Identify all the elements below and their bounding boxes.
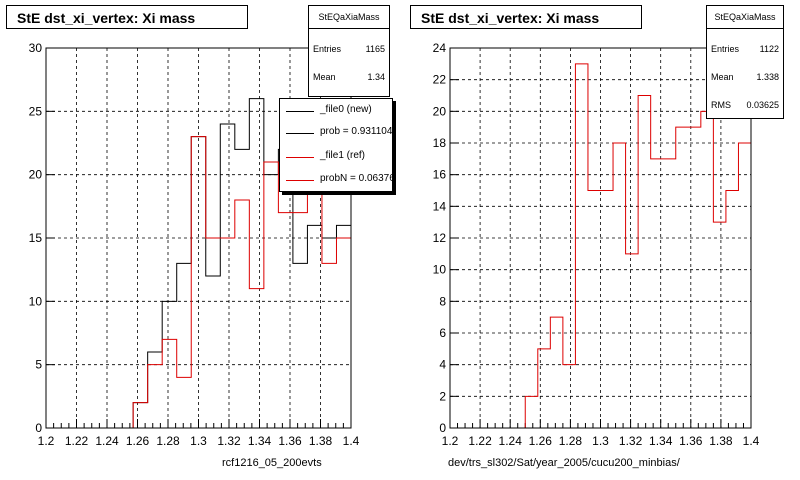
stats-key: RMS: [711, 100, 731, 110]
right-histogram-panel: StE dst_xi_vertex: Xi mass 1.2 1.22 1.24 1.…: [400, 0, 800, 480]
stats-value: 1.338: [756, 72, 779, 82]
stats-title: StEQaXiaMass: [309, 6, 389, 29]
legend-swatch: [286, 157, 314, 158]
stats-value: 1.34: [367, 72, 385, 82]
tick-label-y: 0: [439, 421, 446, 435]
legend-label: _file1 (ref): [320, 150, 366, 161]
stats-value: 1165: [365, 44, 385, 54]
stats-key: Entries: [711, 44, 740, 54]
tick-label-x: 1.34: [248, 434, 272, 448]
tick-label-x: 1.2: [442, 434, 459, 448]
stats-box: StEQaXiaMass Entries 1122 Mean 1.338 RMS…: [706, 5, 784, 119]
tick-label-y: 20: [29, 168, 43, 182]
tick-label-y: 4: [439, 358, 446, 372]
tick-label-x: 1.38: [309, 434, 333, 448]
tick-label-x: 1.3: [592, 434, 609, 448]
tick-label-y: 5: [35, 358, 42, 372]
tick-label-y: 2: [439, 389, 446, 403]
tick-label-y: 22: [433, 73, 447, 87]
legend: _file0 (new) prob = 0.931104 _file1 (ref…: [279, 98, 393, 192]
stats-row-mean: Mean 1.34: [313, 72, 385, 84]
stats-row-entries: Entries 1165: [313, 44, 385, 56]
tick-label-y: 25: [29, 104, 43, 118]
stats-row-entries: Entries 1122: [711, 44, 779, 56]
tick-label-x: 1.26: [529, 434, 553, 448]
footer-label: rcf1216_05_200evts: [222, 457, 322, 469]
tick-label-y: 24: [433, 41, 447, 55]
legend-swatch: [286, 111, 314, 112]
tick-label-x: 1.3: [190, 434, 207, 448]
legend-swatch: [286, 180, 314, 181]
stats-row-mean: Mean 1.338: [711, 72, 779, 84]
tick-label-y: 12: [433, 231, 447, 245]
chart-title: StE dst_xi_vertex: Xi mass: [410, 5, 642, 29]
tick-label-x: 1.24: [499, 434, 523, 448]
legend-swatch: [286, 133, 314, 134]
chart-title: StE dst_xi_vertex: Xi mass: [6, 5, 248, 29]
legend-label: prob = 0.931104: [320, 126, 393, 137]
tick-label-y: 14: [433, 199, 447, 213]
stats-title: StEQaXiaMass: [707, 6, 783, 29]
stats-key: Mean: [711, 72, 734, 82]
tick-label-y: 6: [439, 326, 446, 340]
tick-label-y: 30: [29, 41, 43, 55]
right-histogram-plot: 1.2 1.22 1.24 1.26 1.28 1.3 1.32 1.34 1.36 1.38 1.…: [433, 41, 760, 448]
stats-row-rms: RMS 0.03625: [711, 100, 779, 112]
tick-label-y: 20: [433, 104, 447, 118]
tick-label-x: 1.2: [38, 434, 55, 448]
tick-label-x: 1.26: [126, 434, 150, 448]
tick-label-x: 1.24: [95, 434, 119, 448]
tick-label-y: 15: [29, 231, 43, 245]
stats-key: Entries: [313, 44, 342, 54]
legend-label: _file0 (new): [320, 104, 372, 115]
legend-label: probN = 0.063764: [320, 173, 393, 184]
tick-label-x: 1.22: [65, 434, 89, 448]
tick-label-y: 10: [433, 263, 447, 277]
tick-label-y: 0: [35, 421, 42, 435]
tick-label-x: 1.36: [679, 434, 703, 448]
tick-label-x: 1.32: [217, 434, 241, 448]
tick-label-x: 1.28: [559, 434, 583, 448]
tick-label-x: 1.4: [343, 434, 360, 448]
tick-label-x: 1.22: [468, 434, 492, 448]
tick-label-x: 1.32: [619, 434, 643, 448]
tick-label-y: 18: [433, 136, 447, 150]
stats-key: Mean: [313, 72, 336, 82]
footer-label: dev/trs_sl302/Sat/year_2005/cucu200_minb…: [448, 457, 680, 469]
stats-box: StEQaXiaMass Entries 1165 Mean 1.34: [308, 5, 390, 97]
tick-label-y: 8: [439, 294, 446, 308]
tick-label-x: 1.28: [156, 434, 180, 448]
tick-label-y: 16: [433, 168, 447, 182]
tick-label-x: 1.34: [649, 434, 673, 448]
tick-label-x: 1.38: [709, 434, 733, 448]
tick-label-x: 1.4: [743, 434, 760, 448]
stats-value: 1122: [759, 44, 779, 54]
tick-label-x: 1.36: [278, 434, 302, 448]
tick-label-y: 10: [29, 294, 43, 308]
left-histogram-panel: StE dst_xi_vertex: Xi mass 1.2 1.22 1.24 1.…: [6, 5, 393, 469]
stats-value: 0.03625: [746, 100, 779, 110]
